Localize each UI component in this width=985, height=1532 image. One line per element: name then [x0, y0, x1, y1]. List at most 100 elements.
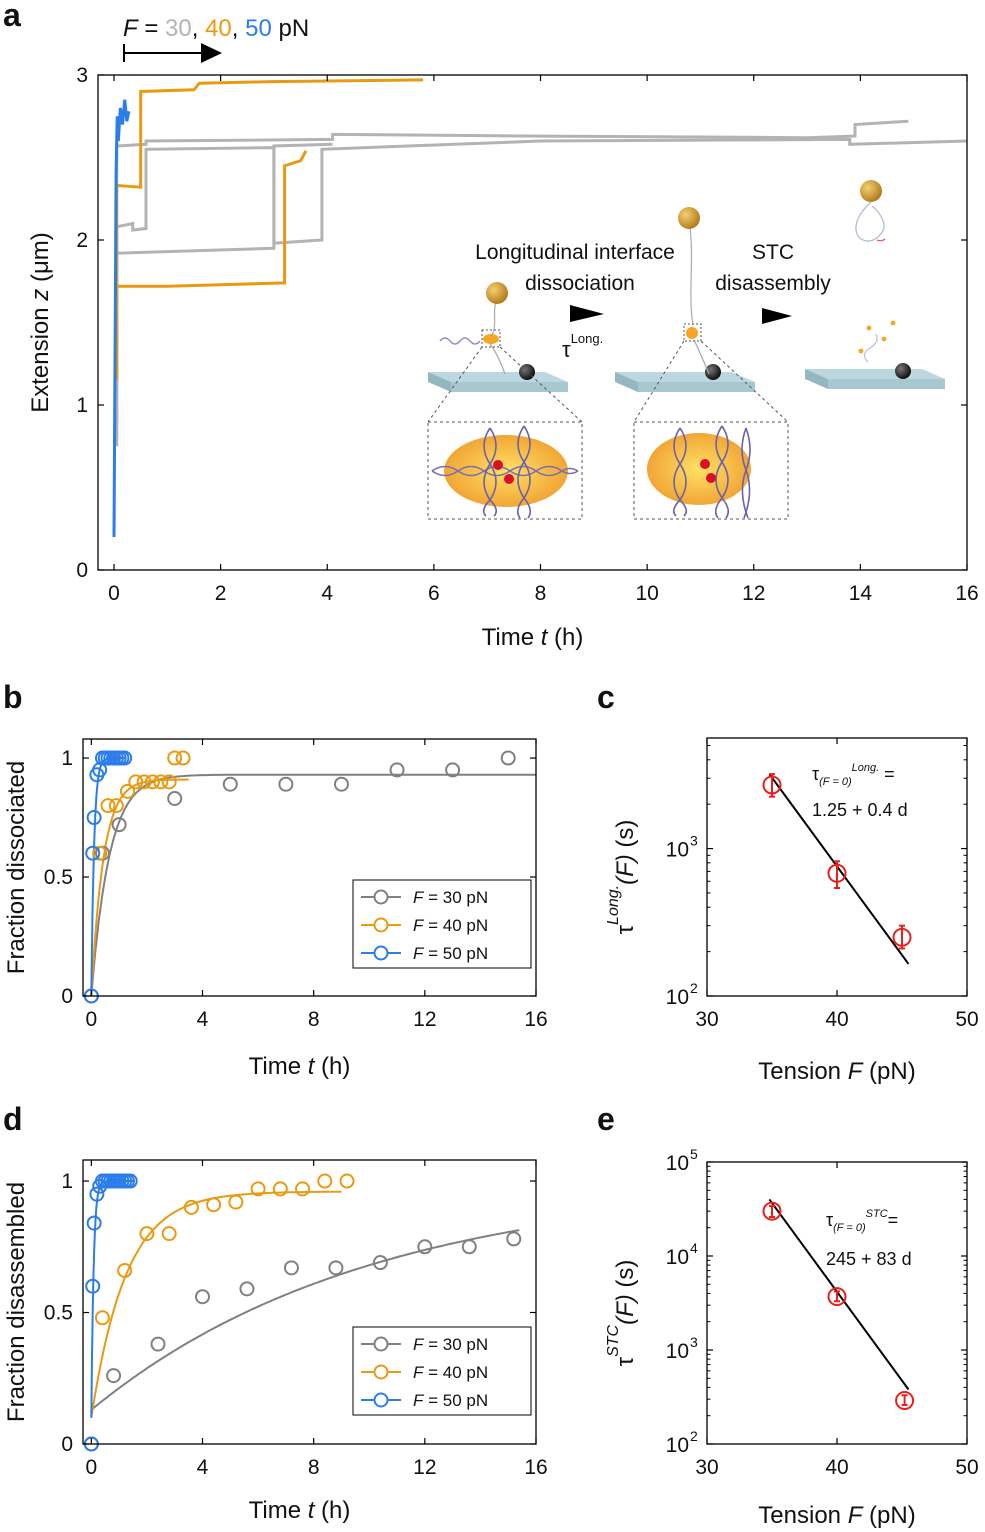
- data-point-f40: [167, 750, 183, 766]
- force-header-eq: =: [138, 15, 165, 42]
- data-point-c: [762, 775, 782, 795]
- data-point-f50: [85, 845, 101, 861]
- panel-label-b: b: [3, 679, 23, 715]
- force-header-40: 40: [205, 15, 232, 42]
- y-tick-exponent-e: 2: [690, 1428, 698, 1444]
- data-point-f30: [222, 776, 238, 792]
- x-axis-label-c: Tension F (pN): [758, 1058, 915, 1085]
- data-point-f50: [85, 1278, 101, 1294]
- data-point-f30: [106, 1368, 122, 1384]
- y-tick-exponent-e: 3: [690, 1334, 698, 1350]
- data-point-f30: [506, 1231, 522, 1247]
- legend-label-value: = 30 pN: [423, 1335, 488, 1354]
- data-point-f40: [183, 1199, 199, 1215]
- data-point-f40: [117, 1262, 133, 1278]
- data-point-f40: [317, 1173, 333, 1189]
- c-annotation-value: 1.25 + 0.4 d: [812, 800, 908, 820]
- x-tick-label-b: 8: [308, 1008, 320, 1031]
- data-point-f40: [119, 783, 135, 799]
- y-axis-label-unit: (s): [612, 820, 639, 855]
- fit-line-c: [768, 773, 910, 965]
- inset-tau: τLong.: [562, 331, 603, 362]
- zoom-box-2: [633, 340, 789, 520]
- inset-step2-line1: STC: [752, 241, 794, 264]
- x-axis-label-b-part: Time: [249, 1053, 301, 1080]
- legend-marker-f50: [373, 945, 389, 961]
- data-point-f40: [228, 1194, 244, 1210]
- y-axis-label-arg: (F): [612, 854, 639, 885]
- fit-line-f40: [90, 1190, 342, 1418]
- fit-line-f30: [90, 1229, 520, 1411]
- legend-label-f: F: [413, 1391, 425, 1410]
- legend-label-f: F: [413, 1363, 425, 1382]
- legend-label-f40: F = 40 pN: [413, 1363, 488, 1382]
- data-point-f40: [100, 798, 116, 814]
- data-point-f50: [89, 1186, 105, 1202]
- data-point-f30: [195, 1289, 211, 1305]
- data-point-f30: [167, 790, 183, 806]
- inset-step1-line2: dissociation: [525, 272, 635, 295]
- x-axis-label-e-part: F: [841, 1502, 864, 1529]
- x-axis-label-c-part: F: [841, 1058, 864, 1085]
- data-point-f40: [175, 750, 191, 766]
- y-tick-exponent-e: 5: [690, 1146, 698, 1162]
- y-tick-label-c: 10: [666, 986, 689, 1009]
- data-point-f40: [161, 774, 177, 790]
- x-axis-label-e: Tension F (pN): [758, 1502, 915, 1529]
- legend-label-f40: F = 40 pN: [413, 916, 488, 935]
- data-point-e: [827, 1287, 847, 1307]
- x-tick-label-b: 4: [197, 1008, 209, 1031]
- y-tick-label-d: 1: [61, 1170, 73, 1193]
- x-axis-label-b-part: (h): [314, 1053, 350, 1080]
- legend-marker-f40: [373, 1364, 389, 1380]
- data-point-f30: [111, 817, 127, 833]
- force-header-sep1: ,: [192, 15, 205, 42]
- y-tick-label-d: 0: [61, 1433, 73, 1456]
- x-tick-label-b: 12: [413, 1008, 436, 1031]
- c-annotation-tau: τ: [812, 764, 819, 784]
- data-point-f40: [250, 1181, 266, 1197]
- data-point-f30: [333, 776, 349, 792]
- zoom-box-1: [427, 346, 583, 520]
- legend-label-value: = 40 pN: [423, 1363, 488, 1382]
- legend-marker-f30: [373, 1336, 389, 1352]
- y-tick-exponent-c: 2: [690, 980, 698, 996]
- plot-frame-b: [82, 738, 537, 997]
- x-tick-label-c: 40: [825, 1008, 848, 1031]
- x-tick-label-c: 30: [695, 1008, 718, 1031]
- force-header-unit: pN: [272, 15, 309, 42]
- force-header-f: F: [123, 15, 139, 42]
- force-header: F = 30, 40, 50 pN: [123, 15, 309, 42]
- data-point-f30: [239, 1281, 255, 1297]
- c-annotation-eq: =: [879, 764, 895, 784]
- x-axis-label-a-part: (h): [547, 624, 583, 651]
- legend-label-value: = 50 pN: [423, 1391, 488, 1410]
- y-tick-label-e: 10: [666, 1340, 689, 1363]
- data-point-c: [892, 927, 912, 947]
- chart-d: 0 4 8 12 16 0 0.5 1 Time t (h) Fraction disassemb…: [3, 1159, 548, 1524]
- x-tick-label-e: 30: [695, 1456, 718, 1479]
- y-tick-label-a: 0: [76, 559, 88, 582]
- x-axis-label-a-part: Time: [482, 624, 534, 651]
- data-point-f30: [150, 1336, 166, 1352]
- inset-illustration: Longitudinal interface dissociation STC …: [427, 180, 945, 520]
- x-tick-label-d: 16: [524, 1456, 547, 1479]
- c-annotation-sub: (F = 0): [819, 776, 852, 788]
- inset-tau-symbol: τ: [562, 337, 571, 362]
- x-axis-label-a: Time t (h): [482, 624, 584, 651]
- y-axis-label-b-part: dissociated: [3, 761, 30, 888]
- x-axis-label-a-part: t: [534, 624, 549, 651]
- y-axis-label-sup: STC: [605, 1324, 622, 1356]
- y-tick-label-b: 1: [61, 747, 73, 770]
- e-annotation-eq: =: [888, 1210, 899, 1230]
- x-tick-label-d: 4: [197, 1456, 209, 1479]
- x-tick-label-b: 0: [85, 1008, 97, 1031]
- x-axis-label-c-part: (pN): [862, 1058, 915, 1085]
- y-axis-label-e: τSTC(F) (s): [605, 1260, 639, 1367]
- panel-label-c: c: [597, 679, 615, 715]
- data-point-f30: [278, 776, 294, 792]
- x-tick-label-a: 4: [321, 582, 333, 605]
